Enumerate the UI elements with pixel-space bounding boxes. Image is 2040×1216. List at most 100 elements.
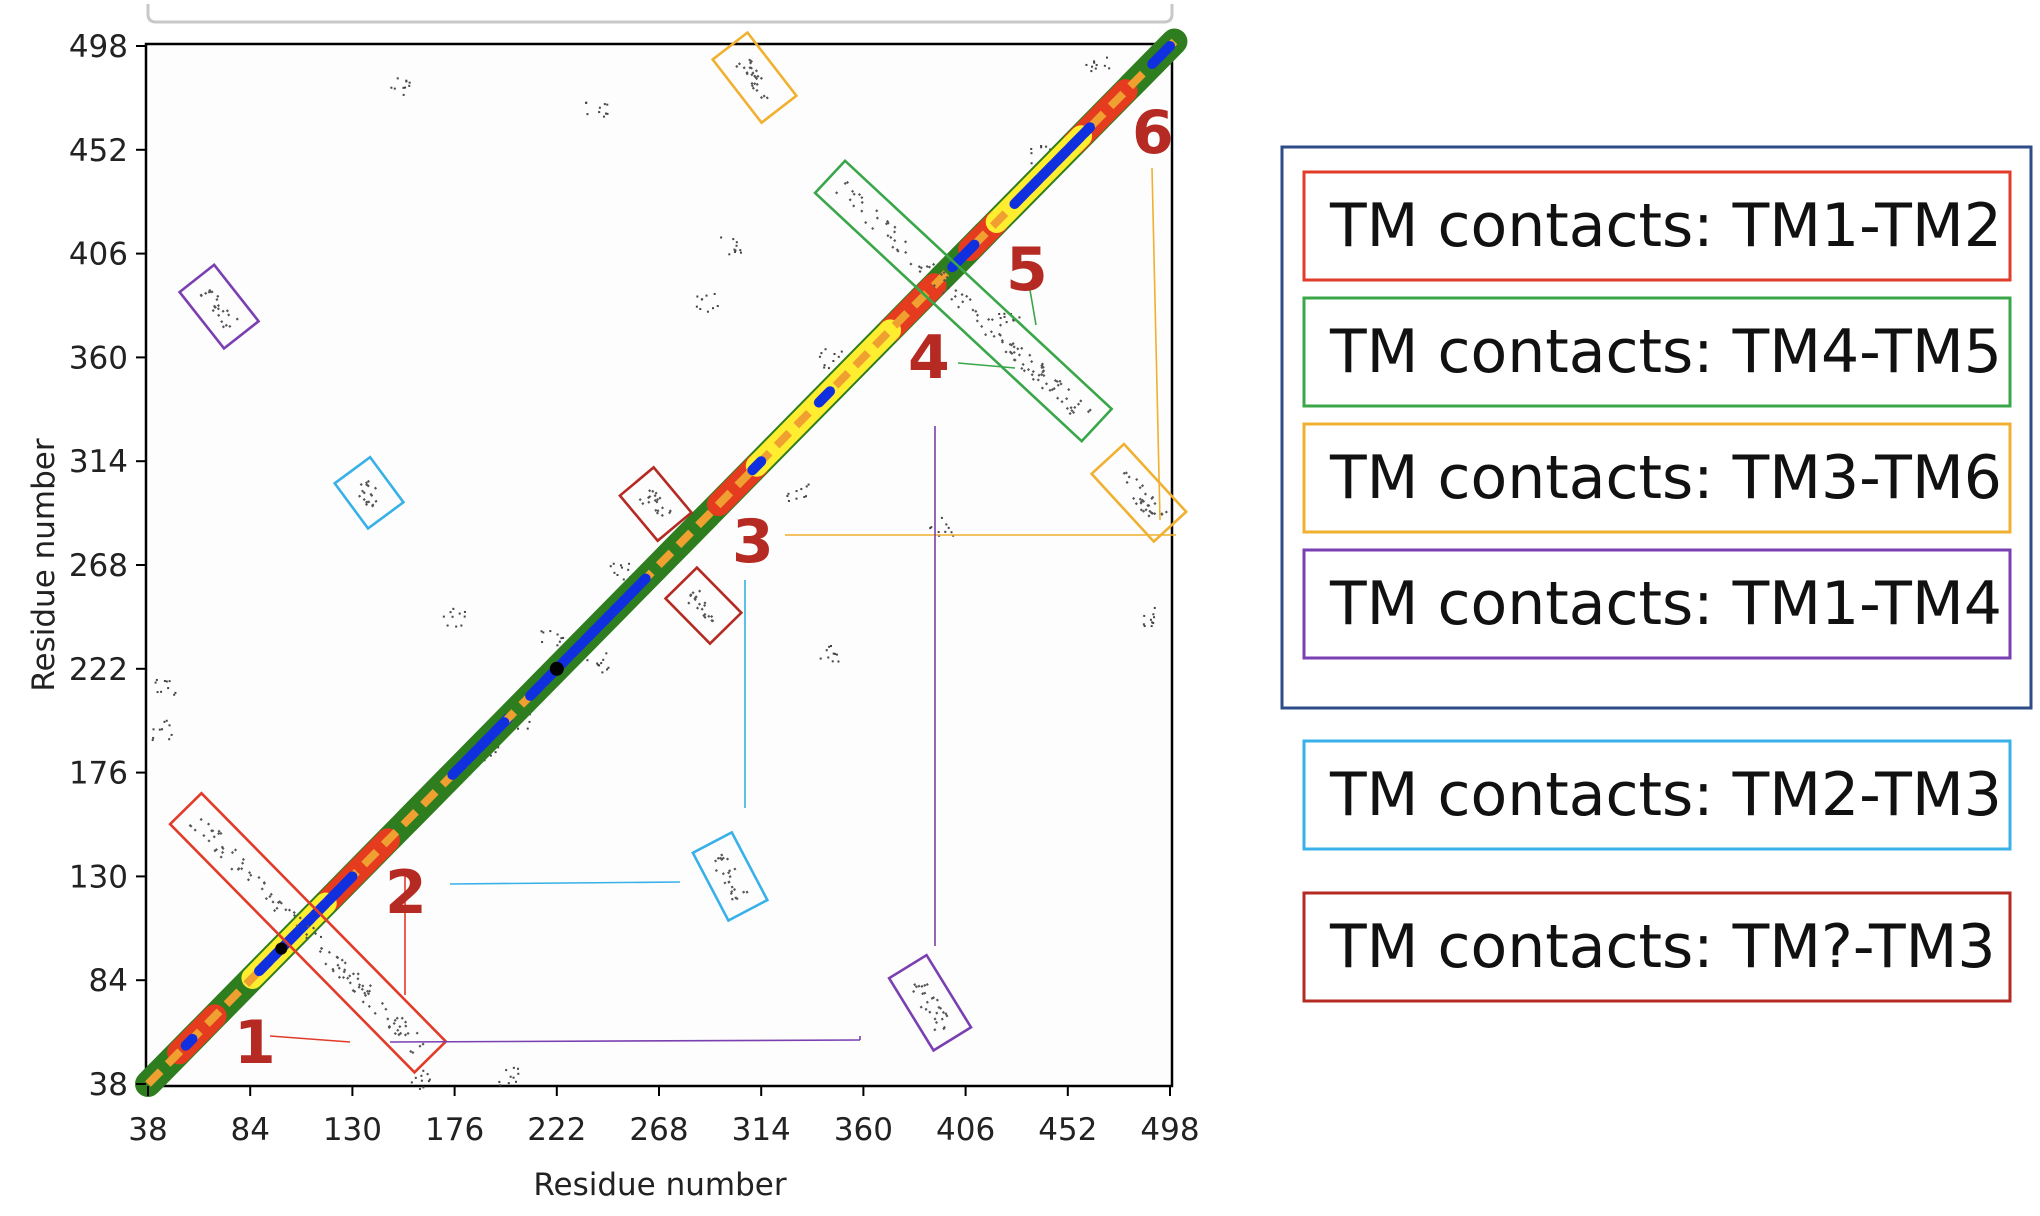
sparse-contact-point <box>818 355 821 358</box>
sparse-contact-point <box>156 691 159 694</box>
sparse-contact-point <box>1143 625 1146 628</box>
contact-point <box>406 1031 410 1035</box>
sparse-contact-point <box>823 366 826 369</box>
contact-point <box>919 1005 923 1009</box>
x-tick-label: 130 <box>323 1112 382 1148</box>
contact-point <box>393 1032 397 1036</box>
sparse-contact-point <box>494 751 497 754</box>
contact-point <box>748 61 753 65</box>
contact-point <box>1022 369 1026 373</box>
contact-point <box>1127 475 1131 479</box>
contact-point <box>860 209 864 213</box>
sparse-contact-point <box>1085 63 1088 66</box>
contact-point <box>860 196 864 200</box>
sparse-contact-point <box>706 310 709 313</box>
sparse-contact-point <box>1151 621 1154 624</box>
contact-point <box>756 74 760 78</box>
diagonal-blue-segment <box>180 1033 198 1051</box>
sparse-contact-point <box>1030 152 1033 155</box>
sparse-contact-point <box>1142 623 1145 626</box>
contact-point <box>331 967 335 971</box>
sparse-contact-point <box>795 490 798 493</box>
contact-point <box>249 873 253 877</box>
sparse-contact-point <box>1108 67 1111 70</box>
sparse-contact-point <box>152 736 155 739</box>
contact-point <box>950 297 954 301</box>
contact-point <box>750 84 754 88</box>
contact-point <box>998 323 1003 327</box>
x-tick-label: 498 <box>1140 1112 1199 1148</box>
contact-point <box>933 1028 937 1032</box>
sparse-contact-point <box>449 611 452 614</box>
contact-point <box>1135 477 1139 482</box>
sparse-contact-point <box>396 77 399 80</box>
contact-point <box>695 606 700 610</box>
sparse-contact-point <box>735 244 738 247</box>
contact-point <box>942 271 946 275</box>
contact-point <box>1028 353 1032 357</box>
contact-point <box>641 502 645 506</box>
sparse-contact-point <box>628 562 631 565</box>
contact-point <box>357 985 361 989</box>
contact-point <box>400 1016 404 1020</box>
contact-point <box>1012 350 1016 354</box>
contact-point <box>1065 406 1069 410</box>
contact-point <box>216 294 220 298</box>
contact-point <box>386 1017 390 1021</box>
sparse-contact-point <box>1018 316 1021 319</box>
sparse-contact-point <box>606 103 609 106</box>
diagonal-blue-segment <box>1009 122 1096 209</box>
contact-point <box>765 96 769 100</box>
contact-point <box>363 991 367 995</box>
contact-point <box>230 867 234 871</box>
contact-point <box>918 270 922 274</box>
contact-point <box>654 508 658 512</box>
contact-point <box>860 200 864 205</box>
contact-point <box>980 324 984 328</box>
contact-point <box>1142 509 1146 513</box>
sparse-contact-point <box>428 1078 431 1081</box>
contact-point <box>224 323 228 327</box>
cluster-outline <box>663 565 744 646</box>
sparse-contact-point <box>170 733 173 736</box>
contact-cluster <box>1089 442 1189 544</box>
sparse-contact-point <box>606 668 609 671</box>
contact-cluster <box>663 565 744 646</box>
region-numbers: 1 2 3 4 5 6 <box>234 98 1174 1078</box>
sparse-contact-point <box>390 86 393 89</box>
contact-point <box>931 996 935 1000</box>
legend: TM contacts: TM1-TM2 TM contacts: TM4-TM5… <box>1302 170 2012 1003</box>
contact-point <box>221 309 225 313</box>
contact-point <box>1147 514 1151 518</box>
contact-point <box>1040 372 1044 377</box>
contact-point <box>857 193 862 197</box>
sparse-contact-point <box>460 624 463 627</box>
sparse-contact-point <box>621 566 624 569</box>
sparse-contact-point <box>1095 64 1098 67</box>
contact-point <box>720 853 724 857</box>
contact-point <box>199 293 203 297</box>
contact-point <box>219 855 223 859</box>
sparse-contact-point <box>173 693 176 696</box>
sparse-contact-point <box>167 687 170 690</box>
sparse-contact-point <box>422 1069 425 1072</box>
leader-5-green <box>1029 289 1037 326</box>
contact-point <box>909 262 913 266</box>
contact-point <box>276 900 281 905</box>
contact-point <box>1012 345 1016 349</box>
cluster-outline <box>177 262 261 351</box>
x-tick-label: 84 <box>230 1112 269 1148</box>
cluster-outline <box>691 830 770 923</box>
contact-point <box>292 913 297 918</box>
contact-point <box>1026 368 1031 372</box>
sparse-contact-point <box>158 728 161 731</box>
contact-point <box>1122 471 1126 475</box>
contact-point <box>726 857 730 861</box>
sparse-contact-point <box>1149 618 1152 621</box>
contact-point <box>656 509 660 513</box>
contact-point <box>1164 510 1168 514</box>
sparse-contact-point <box>1094 67 1097 70</box>
sparse-contact-point <box>463 610 466 613</box>
sparse-contact-point <box>540 630 543 633</box>
contact-point <box>891 245 895 249</box>
